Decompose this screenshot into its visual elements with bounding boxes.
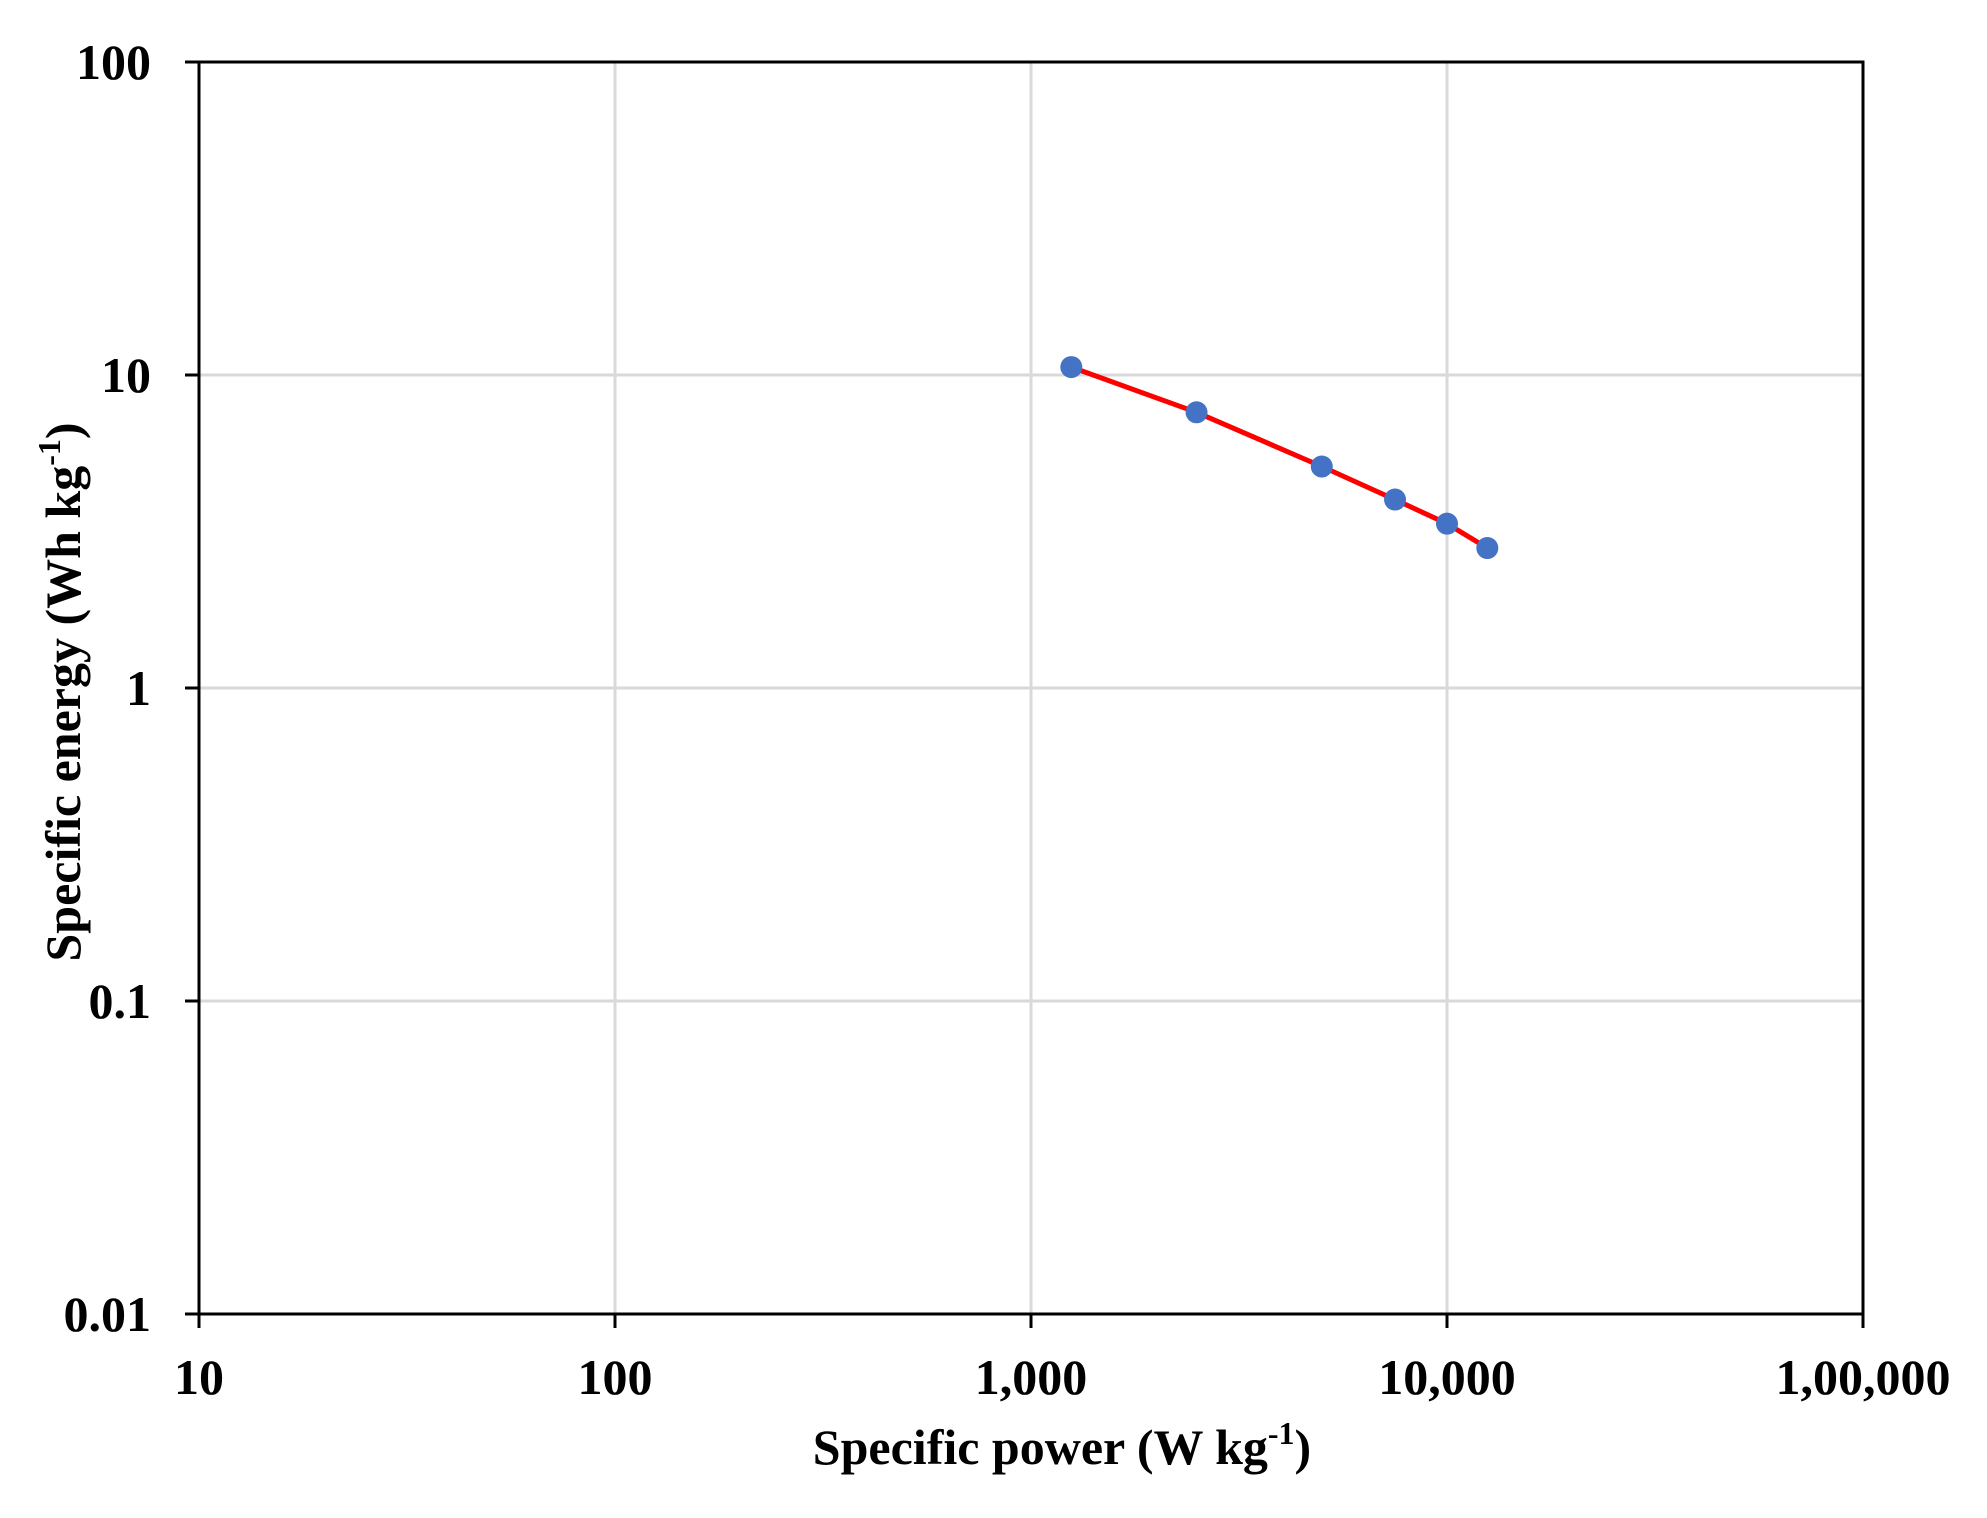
y-axis-title-close: ) xyxy=(35,422,91,439)
x-tick-label-0: 10 xyxy=(174,1349,224,1405)
data-point-0-3 xyxy=(1384,488,1407,511)
data-point-0-1 xyxy=(1185,401,1208,424)
data-point-0-2 xyxy=(1310,455,1333,478)
data-point-0-5 xyxy=(1476,537,1499,560)
axes xyxy=(185,60,1865,1328)
x-axis-title-sup: -1 xyxy=(1268,1415,1295,1451)
x-tick-label-3: 10,000 xyxy=(1378,1349,1516,1405)
y-axis-title: Specific energy (Wh kg-1) xyxy=(31,422,91,961)
y-axis-title-sup: -1 xyxy=(31,439,67,466)
tick-labels: 10 100 1,000 10,000 1,00,000 0.01 0.1 1 10 100 xyxy=(64,34,1951,1405)
data-series xyxy=(1060,356,1499,560)
x-tick-label-4: 1,00,000 xyxy=(1776,1349,1951,1405)
x-tick-label-1: 100 xyxy=(578,1349,653,1405)
x-axis-title-main: Specific power (W kg xyxy=(813,1419,1268,1475)
y-axis-title-main: Specific energy (Wh kg xyxy=(35,466,91,962)
y-tick-label-3: 10 xyxy=(101,347,151,403)
x-axis-title-close: ) xyxy=(1295,1419,1312,1475)
y-tick-label-0: 0.01 xyxy=(64,1286,152,1342)
data-point-0-0 xyxy=(1060,356,1083,379)
y-tick-label-2: 1 xyxy=(126,660,151,716)
x-axis-title: Specific power (W kg-1) xyxy=(813,1415,1311,1475)
y-tick-label-4: 100 xyxy=(76,34,151,90)
y-tick-label-1: 0.1 xyxy=(89,973,152,1029)
x-tick-label-2: 1,000 xyxy=(975,1349,1088,1405)
data-point-0-4 xyxy=(1436,512,1458,535)
